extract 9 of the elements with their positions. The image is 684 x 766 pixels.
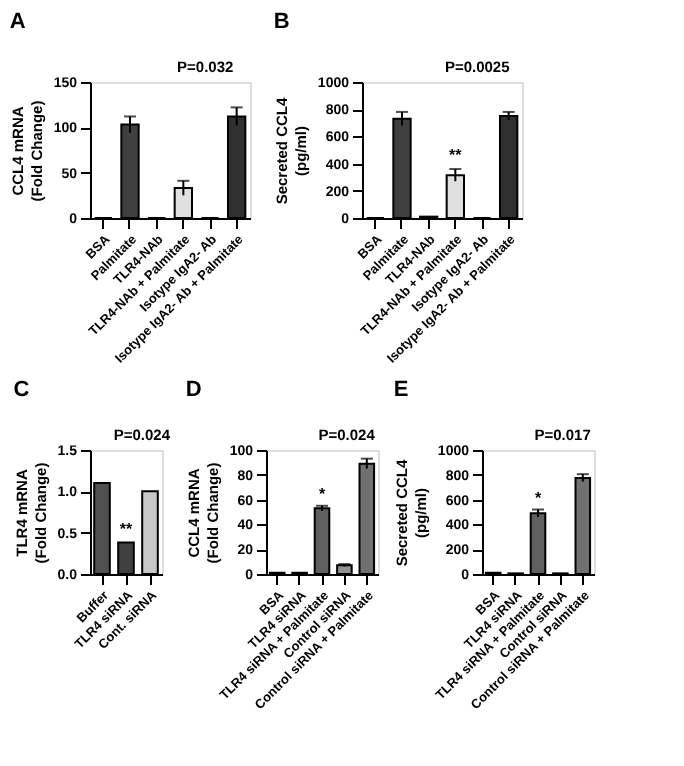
chart-title: E <box>393 378 409 402</box>
chart-title: D <box>185 378 202 402</box>
annotation: * <box>534 489 543 508</box>
chart-title: C <box>13 378 30 402</box>
annotation: ** <box>449 145 464 164</box>
annotation: ** <box>119 520 134 539</box>
chart-title: A <box>9 10 26 34</box>
chart-title: B <box>273 10 290 34</box>
annotation: * <box>318 485 327 504</box>
